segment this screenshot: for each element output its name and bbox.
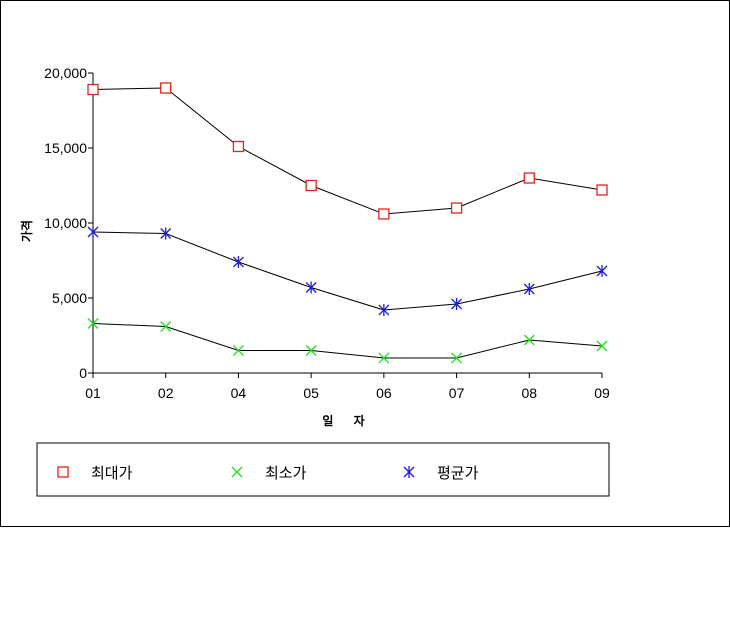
legend-item: 최대가 xyxy=(57,464,133,482)
x-tick-label: 08 xyxy=(521,385,537,401)
legend-label: 최대가 xyxy=(91,464,133,482)
data-point xyxy=(305,281,317,294)
legend-label: 평균가 xyxy=(437,464,479,482)
legend-label: 최소가 xyxy=(265,464,307,482)
legend: 최대가 최소가 평균가 xyxy=(36,442,610,497)
data-point xyxy=(596,340,608,352)
x-tick-label: 09 xyxy=(594,385,610,401)
data-point xyxy=(305,179,317,192)
x-ticks: 01 02 04 05 06 07 08 09 xyxy=(85,373,610,401)
y-axis-label: 가격 xyxy=(19,220,34,242)
x-tick-label: 02 xyxy=(158,385,174,401)
y-tick-label: 20,000 xyxy=(44,65,87,81)
series-line xyxy=(92,231,603,311)
chart-frame: 0 5,000 10,000 15,000 20,000 01 02 04 05 06 07 08 0… xyxy=(0,0,730,527)
data-point xyxy=(378,208,390,220)
data-point xyxy=(87,83,99,96)
series-3 xyxy=(87,226,608,316)
data-point xyxy=(232,256,244,268)
series-line xyxy=(92,323,603,359)
data-point xyxy=(596,184,608,196)
data-point xyxy=(160,227,172,240)
legend-marker xyxy=(231,466,243,478)
y-tick-label: 15,000 xyxy=(44,140,87,156)
data-point xyxy=(378,304,390,316)
data-point xyxy=(305,345,317,356)
data-point xyxy=(450,202,463,214)
x-tick-label: 06 xyxy=(376,385,392,401)
data-point xyxy=(232,345,244,356)
data-point xyxy=(87,226,99,238)
legend-marker xyxy=(403,466,415,478)
y-tick-label: 0 xyxy=(79,365,87,381)
x-tick-label: 05 xyxy=(303,385,319,401)
data-point xyxy=(160,82,172,94)
data-point xyxy=(523,334,535,346)
plot-area xyxy=(87,82,608,364)
legend-box xyxy=(36,442,610,497)
x-tick-label: 07 xyxy=(449,385,465,401)
x-tick-label: 01 xyxy=(85,385,101,401)
data-point xyxy=(232,140,245,153)
y-tick-label: 5,000 xyxy=(52,290,87,306)
y-tick-label: 10,000 xyxy=(44,215,87,231)
series-line xyxy=(92,87,603,215)
data-point xyxy=(451,352,463,364)
data-point xyxy=(451,298,463,310)
data-point xyxy=(378,352,390,364)
legend-item: 평균가 xyxy=(403,464,479,482)
x-axis-label: 일 자 xyxy=(322,413,372,428)
data-point xyxy=(87,318,99,329)
x-tick-label: 04 xyxy=(231,385,247,401)
y-ticks: 0 5,000 10,000 15,000 20,000 xyxy=(44,65,93,381)
legend-marker xyxy=(57,466,69,478)
data-point xyxy=(523,172,535,184)
data-point xyxy=(523,283,535,295)
data-point xyxy=(596,265,608,277)
series-1 xyxy=(87,82,608,220)
data-point xyxy=(160,321,172,332)
legend-item: 최소가 xyxy=(231,464,307,482)
series-2 xyxy=(87,318,608,364)
